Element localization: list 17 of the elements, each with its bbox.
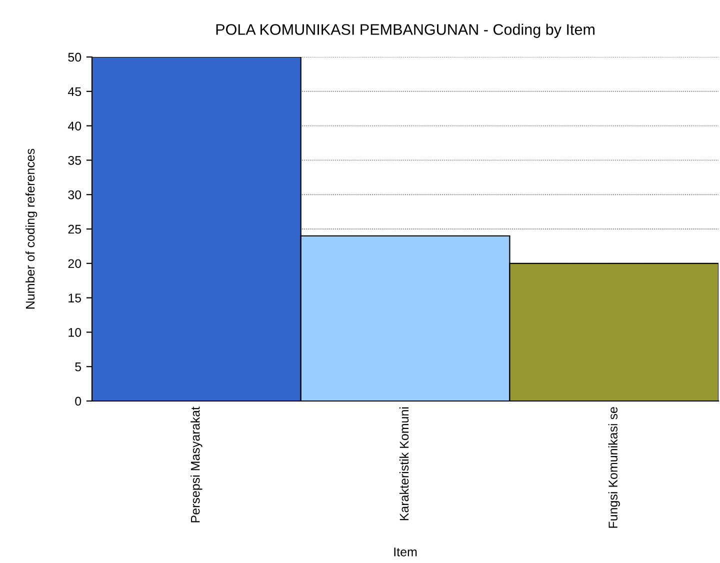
y-tick-label: 45 bbox=[68, 87, 82, 96]
x-tick-label: Karakteristik Komuni bbox=[399, 407, 409, 520]
chart-title: POLA KOMUNIKASI PEMBANGUNAN - Coding by Item bbox=[216, 24, 594, 38]
x-tick-label: Persepsi Masyarakat bbox=[190, 406, 202, 522]
x-axis-title: Item bbox=[394, 548, 417, 556]
y-tick-label: 35 bbox=[68, 156, 82, 165]
y-tick-label: 50 bbox=[68, 52, 82, 62]
y-axis-title: Number of coding references bbox=[25, 148, 38, 309]
y-tick-label: 0 bbox=[75, 396, 82, 406]
y-tick-label: 15 bbox=[68, 294, 82, 302]
y-tick-label: 30 bbox=[68, 190, 82, 200]
y-tick-label: 40 bbox=[68, 122, 82, 130]
y-tick-label: 10 bbox=[68, 328, 82, 337]
y-tick-label: 5 bbox=[75, 362, 82, 372]
y-tick-label: 20 bbox=[68, 259, 82, 268]
x-tick-label: Fungsi Komunikasi se bbox=[608, 407, 620, 528]
y-tick-label: 25 bbox=[68, 224, 82, 234]
